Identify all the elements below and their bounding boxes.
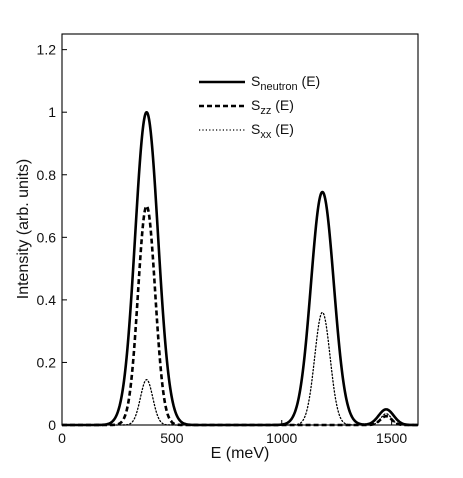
legend-subscript: neutron xyxy=(260,81,297,93)
legend-subscript: xx xyxy=(260,129,272,141)
y-tick-label: 0 xyxy=(48,417,56,433)
legend: Sneutron (E)Szz (E)Sxx (E) xyxy=(199,73,320,141)
y-tick-label: 0.6 xyxy=(37,229,57,245)
x-ticks: 0 500 1000 1500 xyxy=(58,420,407,446)
legend-main: S xyxy=(251,121,260,137)
legend-label-1: Szz (E) xyxy=(251,97,294,117)
series-layer xyxy=(61,110,419,427)
series-line-2 xyxy=(61,311,419,426)
legend-label-0: Sneutron (E) xyxy=(251,73,320,93)
y-tick-label: 0.2 xyxy=(37,354,57,370)
x-tick-label: 0 xyxy=(58,430,66,446)
y-tick-label: 1.2 xyxy=(37,42,57,58)
legend-subscript: zz xyxy=(260,105,271,117)
y-tick-label: 1 xyxy=(48,104,56,120)
x-tick-label: 1000 xyxy=(266,430,297,446)
legend-main: S xyxy=(251,73,260,89)
legend-main: S xyxy=(251,97,260,113)
legend-label-2: Sxx (E) xyxy=(251,121,294,141)
y-ticks: 0 0.2 0.4 0.6 0.8 1 1.2 xyxy=(37,42,67,433)
y-tick-label: 0.8 xyxy=(37,167,57,183)
legend-tail: (E) xyxy=(271,97,294,113)
legend-tail: (E) xyxy=(271,121,294,137)
y-tick-label: 0.4 xyxy=(37,292,57,308)
legend-tail: (E) xyxy=(298,73,321,89)
series-line-1 xyxy=(61,204,419,427)
plot-frame xyxy=(61,33,419,426)
x-axis-label: E (meV) xyxy=(211,445,270,462)
y-axis-label: Intensity (arb. units) xyxy=(15,159,32,300)
x-tick-label: 500 xyxy=(160,430,184,446)
x-tick-label: 1500 xyxy=(376,430,407,446)
